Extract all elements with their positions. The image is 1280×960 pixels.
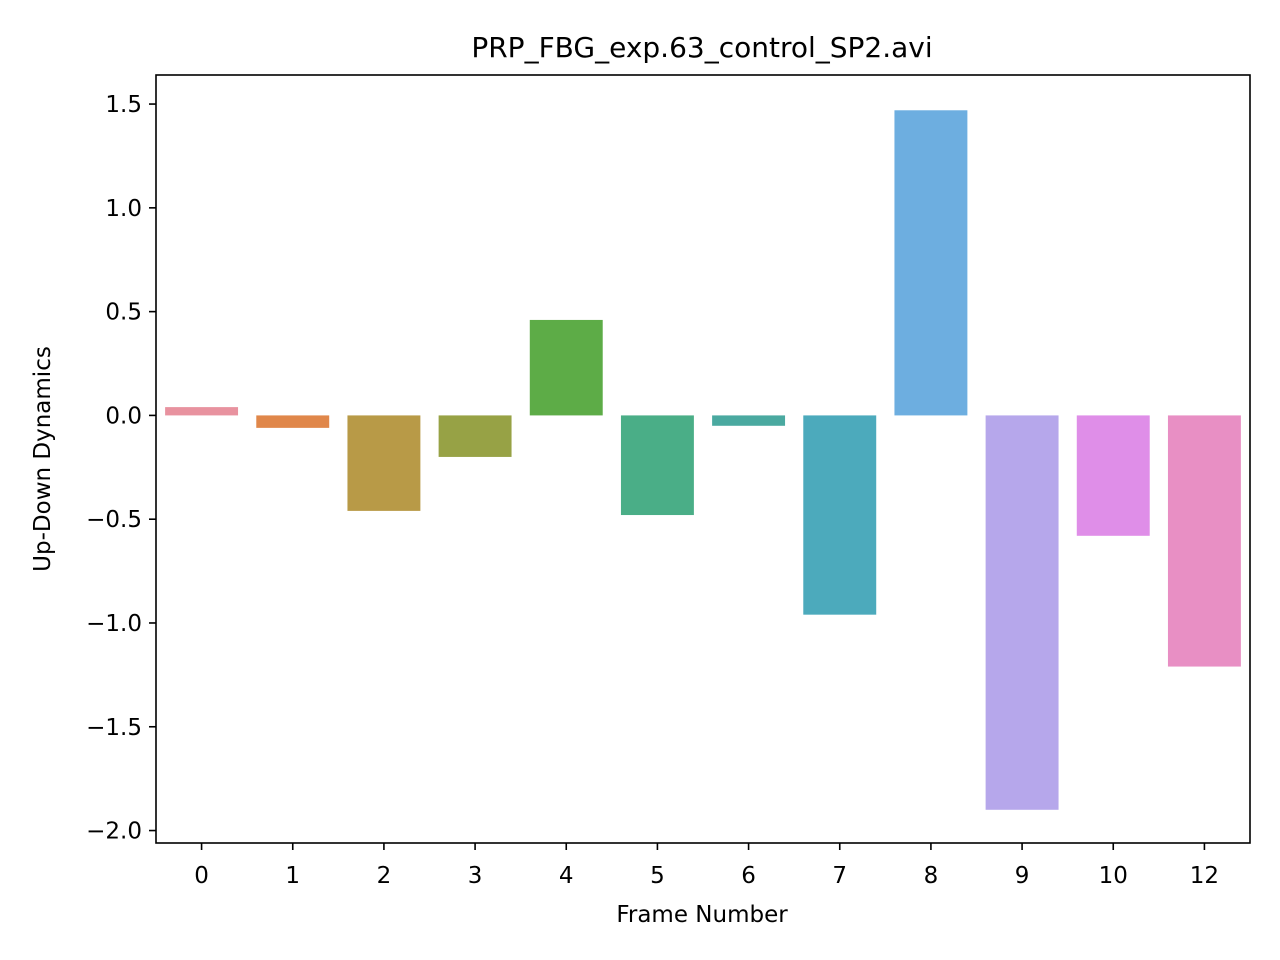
y-tick-label: −2.0: [86, 819, 142, 845]
x-tick-label: 1: [285, 863, 300, 889]
bars-layer: [165, 110, 1241, 810]
plot-frame: [155, 74, 1251, 844]
bar-frame-7: [803, 415, 877, 615]
x-tick-label: 7: [832, 863, 847, 889]
chart-title: PRP_FBG_exp.63_control_SP2.avi: [471, 31, 932, 64]
bar-frame-9: [985, 415, 1059, 810]
x-tick-label: 6: [741, 863, 756, 889]
bar-frame-8: [894, 110, 968, 416]
x-axis: 0 1 2 3 4 5 6 7 8 9 10 12: [194, 843, 1219, 889]
x-tick-label: 2: [377, 863, 392, 889]
bar-frame-5: [620, 415, 694, 516]
y-tick-label: −0.5: [86, 507, 142, 533]
y-tick-label: 0.5: [105, 300, 142, 326]
y-axis: 1.5 1.0 0.5 0.0 −0.5 −1.0 −1.5 −2.0: [86, 92, 156, 845]
y-tick-label: −1.0: [86, 611, 142, 637]
x-tick-label: 3: [468, 863, 483, 889]
x-tick-label: 8: [924, 863, 939, 889]
y-tick-label: 1.5: [105, 92, 142, 118]
y-tick-label: 0.0: [105, 403, 142, 429]
bar-frame-1: [256, 415, 330, 428]
x-tick-label: 4: [559, 863, 574, 889]
y-axis-title: Up-Down Dynamics: [30, 346, 56, 572]
bar-frame-12: [1167, 415, 1241, 667]
y-tick-label: −1.5: [86, 715, 142, 741]
bar-frame-0: [165, 407, 239, 416]
x-axis-title: Frame Number: [616, 902, 788, 928]
bar-frame-6: [712, 415, 786, 426]
x-tick-label: 10: [1099, 863, 1128, 889]
bar-frame-3: [438, 415, 512, 457]
x-tick-label: 5: [650, 863, 665, 889]
x-tick-label: 0: [194, 863, 209, 889]
bar-frame-4: [529, 319, 603, 416]
x-tick-label: 9: [1015, 863, 1030, 889]
bar-frame-10: [1076, 415, 1150, 536]
y-tick-label: 1.0: [105, 196, 142, 222]
x-tick-label: 12: [1190, 863, 1219, 889]
bar-frame-2: [347, 415, 421, 511]
